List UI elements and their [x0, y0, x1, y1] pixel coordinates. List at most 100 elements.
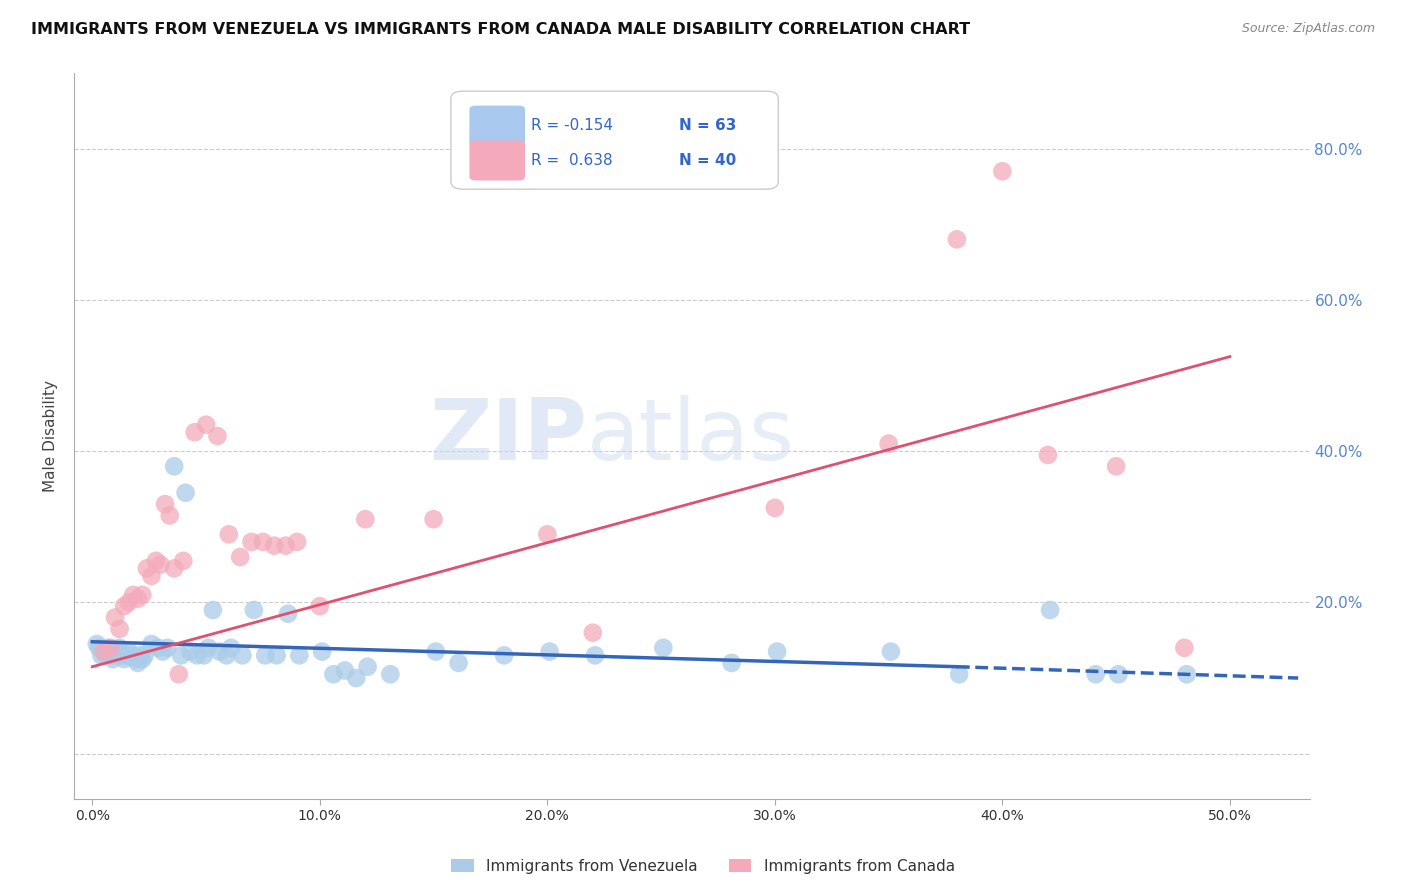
Point [111, 648, 134, 663]
Point [101, 652, 124, 666]
Point [240, 535, 263, 549]
Point [148, 640, 170, 655]
Point [167, 667, 190, 681]
Point [108, 640, 131, 655]
Point [153, 497, 176, 511]
Point [582, 625, 605, 640]
FancyBboxPatch shape [470, 105, 524, 145]
Point [447, 656, 470, 670]
FancyBboxPatch shape [470, 141, 524, 180]
Point [1173, 640, 1195, 655]
Point [122, 588, 145, 602]
Point [131, 652, 153, 666]
Point [354, 512, 377, 526]
Point [122, 648, 145, 663]
Point [141, 637, 163, 651]
Point [112, 652, 135, 666]
Point [195, 417, 218, 432]
Point [127, 591, 149, 606]
Point [277, 607, 299, 621]
Point [93, 644, 115, 658]
Point [104, 648, 127, 663]
Point [766, 644, 789, 658]
Point [145, 554, 167, 568]
Point [219, 640, 242, 655]
Point [170, 648, 193, 663]
Point [208, 644, 231, 658]
Point [880, 644, 903, 658]
Point [991, 164, 1014, 178]
Point [274, 539, 297, 553]
Point [87, 640, 110, 655]
Point [1175, 667, 1198, 681]
Point [179, 644, 201, 658]
Point [141, 569, 163, 583]
Point [86, 637, 108, 651]
Text: N = 40: N = 40 [679, 153, 737, 168]
Point [115, 648, 138, 663]
Point [97, 640, 120, 655]
Point [1105, 459, 1128, 474]
Point [120, 649, 142, 664]
Text: R =  0.638: R = 0.638 [531, 153, 613, 168]
Point [308, 599, 330, 614]
Point [105, 644, 128, 658]
Point [333, 664, 356, 678]
Point [536, 527, 558, 541]
Point [229, 549, 252, 564]
Point [425, 644, 447, 658]
Text: R = -0.154: R = -0.154 [531, 118, 613, 133]
Point [494, 648, 516, 663]
Point [197, 640, 219, 655]
Point [763, 500, 786, 515]
Point [131, 588, 153, 602]
Point [124, 652, 146, 666]
Point [311, 644, 333, 658]
Point [1084, 667, 1107, 681]
Y-axis label: Male Disability: Male Disability [44, 380, 58, 492]
Text: atlas: atlas [586, 394, 794, 477]
Point [263, 539, 285, 553]
Text: Source: ZipAtlas.com: Source: ZipAtlas.com [1241, 22, 1375, 36]
Point [90, 648, 112, 663]
Point [946, 232, 969, 246]
Point [135, 561, 157, 575]
Legend: Immigrants from Venezuela, Immigrants from Canada: Immigrants from Venezuela, Immigrants fr… [446, 853, 960, 880]
Point [104, 610, 127, 624]
Point [1107, 667, 1129, 681]
Point [193, 648, 215, 663]
Point [252, 535, 274, 549]
Point [243, 603, 266, 617]
Point [201, 603, 224, 617]
Point [583, 648, 606, 663]
Text: ZIP: ZIP [429, 394, 586, 477]
Point [218, 527, 240, 541]
Point [207, 429, 229, 443]
Point [129, 648, 152, 663]
Point [127, 656, 149, 670]
Point [652, 640, 675, 655]
Point [159, 508, 181, 523]
Point [538, 644, 561, 658]
Point [422, 512, 444, 526]
Point [1039, 603, 1062, 617]
Point [877, 436, 900, 450]
Text: N = 63: N = 63 [679, 118, 737, 133]
Text: IMMIGRANTS FROM VENEZUELA VS IMMIGRANTS FROM CANADA MALE DISABILITY CORRELATION : IMMIGRANTS FROM VENEZUELA VS IMMIGRANTS … [31, 22, 970, 37]
Point [134, 648, 156, 663]
Point [231, 648, 253, 663]
Point [93, 644, 115, 658]
Point [108, 622, 131, 636]
Point [285, 535, 308, 549]
Point [720, 656, 742, 670]
Point [118, 644, 141, 658]
Point [254, 648, 277, 663]
Point [344, 671, 367, 685]
Point [163, 459, 186, 474]
Point [266, 648, 288, 663]
Point [100, 648, 122, 663]
Point [186, 648, 208, 663]
Point [288, 648, 311, 663]
Point [183, 425, 205, 440]
Point [215, 648, 238, 663]
